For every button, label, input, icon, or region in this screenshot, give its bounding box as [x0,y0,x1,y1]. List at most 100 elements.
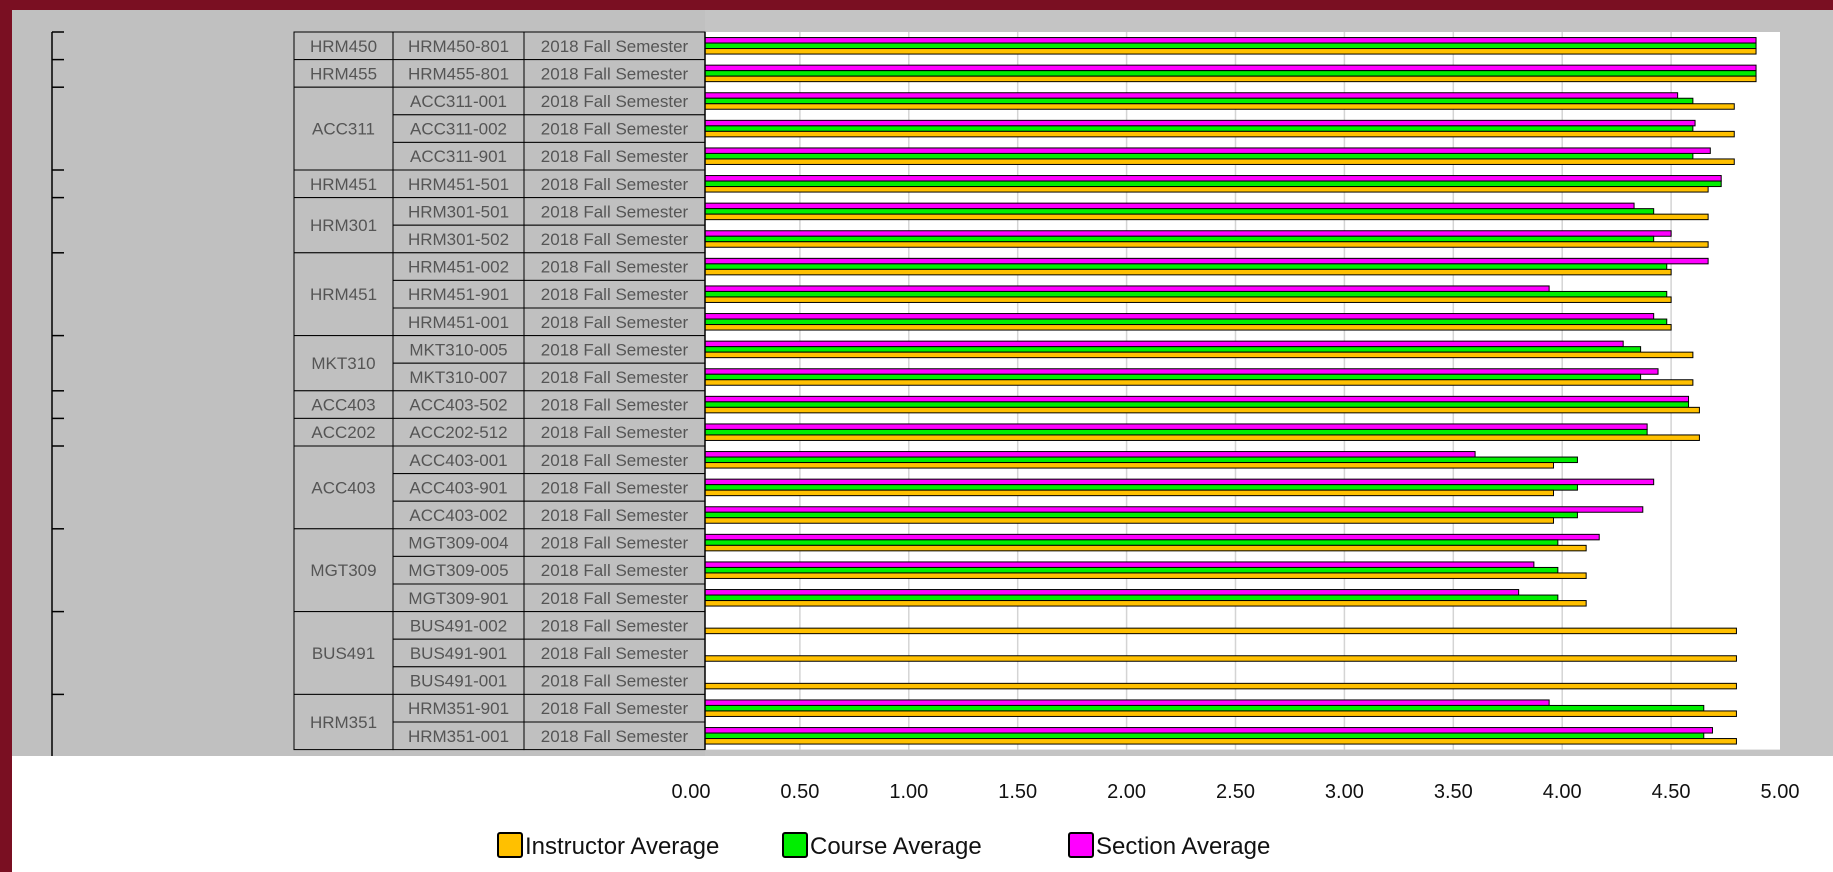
term-cell [523,583,706,613]
term-label: 2018 Fall Semester [541,451,689,470]
term-label: 2018 Fall Semester [541,672,689,691]
bar-instructor_avg [704,75,1757,83]
x-tick-label: 3.00 [1325,781,1364,803]
term-label: 2018 Fall Semester [541,175,689,194]
term-label: 2018 Fall Semester [541,368,689,387]
section-label: BUS491-001 [410,672,507,691]
x-tick-label: 3.50 [1434,781,1473,803]
bar-section_avg [704,230,1672,237]
bar-instructor_avg [704,627,1737,635]
section-label: ACC403-901 [409,478,507,497]
section-cell [392,417,525,447]
x-tick-label: 1.00 [889,781,928,803]
bar-instructor_avg [704,186,1709,193]
section-label: MGT309-901 [408,589,508,608]
term-cell [523,417,706,447]
bar-course_avg [704,539,1559,546]
course-cell [293,86,394,171]
section-label: HRM451-002 [408,258,509,277]
term-label: 2018 Fall Semester [541,506,689,525]
section-label: BUS491-901 [410,644,507,663]
bar-instructor_avg [704,324,1672,331]
term-label: 2018 Fall Semester [541,396,689,415]
term-label: 2018 Fall Semester [541,147,689,166]
bar-course_avg [704,208,1655,215]
course-label: ACC403 [311,478,375,497]
bar-section_avg [704,478,1655,486]
section-label: HRM455-801 [408,64,509,83]
bar-section_avg [704,589,1520,596]
bar-course_avg [704,704,1705,712]
bar-section_avg [704,368,1659,375]
section-cell [392,252,525,281]
bar-course_avg [704,125,1694,132]
section-cell [392,390,525,419]
term-label: 2018 Fall Semester [541,37,689,56]
bar-section_avg [704,561,1535,568]
bar-instructor_avg [704,489,1554,497]
course-cell [293,335,394,392]
section-label: HRM451-501 [408,175,509,194]
section-cell [392,666,525,695]
term-cell [523,141,706,171]
bar-course_avg [704,70,1757,77]
x-tick-label: 5.00 [1761,781,1800,803]
course-label: MKT310 [311,354,375,373]
bar-instructor_avg [704,103,1735,110]
bar-course_avg [704,456,1578,464]
bar-section_avg [704,451,1476,458]
term-cell [523,279,706,309]
section-label: ACC311-002 [410,120,507,139]
course-cell [293,417,394,447]
section-cell [392,197,525,226]
term-label: 2018 Fall Semester [541,699,689,718]
course-cell [293,693,394,751]
term-label: 2018 Fall Semester [541,258,689,277]
section-cell [392,500,525,530]
bar-course_avg [704,401,1690,408]
bar-course_avg [704,511,1578,519]
legend-label: Instructor Average [525,833,719,860]
bar-instructor_avg [704,655,1737,662]
section-label: HRM450-801 [408,37,509,56]
term-cell [523,611,706,640]
bar-course_avg [704,346,1642,353]
section-label: ACC311-001 [410,92,507,111]
bar-section_avg [704,119,1696,127]
course-label: HRM451 [310,285,377,304]
term-label: 2018 Fall Semester [541,313,689,332]
legend-swatch [1068,832,1094,858]
term-label: 2018 Fall Semester [541,285,689,304]
term-cell [523,390,706,419]
bar-instructor_avg [704,710,1737,717]
bar-instructor_avg [704,48,1757,55]
x-tick-label: 2.50 [1216,781,1255,803]
section-label: HRM451-901 [408,285,509,304]
section-label: MGT309-005 [408,561,508,580]
bar-instructor_avg [704,296,1672,303]
x-tick-label: 1.50 [998,781,1037,803]
term-label: 2018 Fall Semester [541,423,689,442]
section-label: HRM301-502 [408,230,509,249]
course-label: ACC403 [311,396,375,415]
bar-instructor_avg [704,572,1587,579]
section-label: ACC202-512 [409,423,507,442]
term-cell [523,693,706,723]
bar-course_avg [704,732,1705,740]
bar-course_avg [704,235,1655,243]
bar-course_avg [704,373,1642,381]
term-label: 2018 Fall Semester [541,120,689,139]
bar-instructor_avg [704,130,1735,138]
term-cell [523,666,706,695]
term-label: 2018 Fall Semester [541,616,689,635]
plot-area [705,32,1780,750]
bar-chart: HRM450 HRM450-801 2018 Fall Semester HRM455… [12,10,1833,860]
bar-course_avg [704,263,1668,270]
term-label: 2018 Fall Semester [541,534,689,553]
bar-course_avg [704,180,1722,188]
term-label: 2018 Fall Semester [541,727,689,746]
term-label: 2018 Fall Semester [541,92,689,111]
section-label: MKT310-005 [409,340,507,359]
course-cell [293,445,394,530]
course-label: ACC311 [312,120,375,139]
